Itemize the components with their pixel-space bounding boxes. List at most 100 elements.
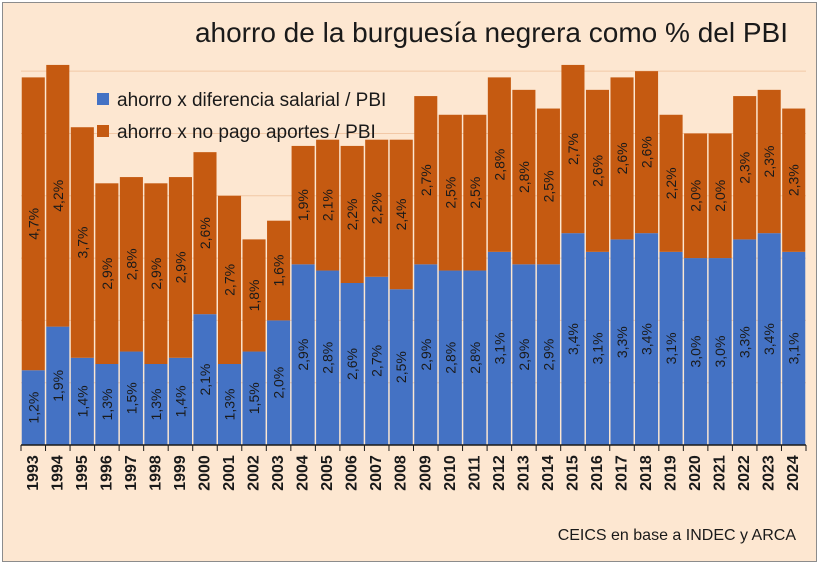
bar-aportes [659,114,683,252]
bar-salarial [70,357,94,445]
bar-salarial [487,251,511,445]
bar-salarial [316,270,340,445]
bar-salarial [365,276,389,445]
x-tick-label: 2000 [196,455,213,491]
bar-aportes [585,89,610,252]
data-label-aportes: 2,3% [761,146,777,178]
data-label-salarial: 1,5% [246,382,262,414]
bar-salarial [757,233,781,445]
data-label-aportes: 2,2% [663,167,679,199]
data-label-salarial: 2,6% [344,348,360,380]
x-tick-label: 2023 [761,455,778,491]
bar-aportes [46,64,70,327]
data-label-salarial: 2,1% [197,364,213,396]
bar-salarial [389,289,413,445]
data-label-salarial: 3,1% [786,332,802,364]
data-label-salarial: 1,3% [222,389,238,421]
data-label-salarial: 3,0% [712,336,728,368]
x-tick-label: 2021 [712,455,729,491]
data-label-aportes: 1,8% [246,280,262,312]
x-tick-label: 2018 [638,455,655,491]
x-tick-label: 2017 [614,455,631,491]
bar-aportes [635,71,659,234]
data-label-aportes: 2,6% [639,136,655,168]
data-label-aportes: 3,7% [74,227,90,259]
bar-aportes [70,127,94,358]
bar-salarial [168,357,192,445]
bar-salarial [267,320,291,445]
data-label-aportes: 4,2% [50,180,66,212]
bar-salarial [242,351,266,445]
bar-aportes [561,64,585,234]
x-tick-label: 2004 [295,455,312,491]
x-tick-label: 2001 [221,455,238,491]
bar-salarial [782,251,806,445]
x-tick-label: 2010 [442,455,459,491]
data-label-salarial: 2,8% [442,342,458,374]
stacked-bar-chart: 1,2% 4,7% 1,9% 4,2% 1,4% 3,7% 1,3% 2,9% 1,5% 2,8%… [20,64,807,491]
bar-aportes [21,77,45,371]
bar-aportes [119,177,143,352]
bar-aportes [291,145,315,265]
data-label-aportes: 2,4% [393,199,409,231]
bar-aportes [536,108,560,265]
data-label-salarial: 2,8% [320,342,336,374]
chart-title: ahorro de la burguesía negrera como % de… [194,17,788,48]
bar-aportes [340,145,364,283]
data-label-aportes: 2,3% [786,164,802,196]
data-label-aportes: 2,6% [614,142,630,174]
data-label-salarial: 3,1% [663,332,679,364]
data-label-salarial: 2,0% [271,367,287,399]
x-axis: 1993 1994 1995 1996 1997 1998 1999 2000 2001 2002… [20,444,807,491]
data-label-salarial: 3,3% [737,326,753,358]
data-label-aportes: 2,5% [442,177,458,209]
bar-salarial [414,264,438,445]
data-label-aportes: 2,0% [688,180,704,212]
bar-aportes [757,89,781,234]
bar-aportes [316,139,340,271]
data-label-aportes: 2,3% [737,152,753,184]
data-label-salarial: 1,2% [25,392,41,424]
bar-salarial [684,258,708,445]
bar-aportes [168,177,192,358]
bar-aportes [414,96,438,265]
bar-salarial [438,270,462,445]
legend-label-salarial: ahorro x diferencia salarial / PBI [117,90,386,111]
x-tick-label: 2007 [368,455,385,491]
x-tick-label: 1993 [25,455,42,491]
bar-salarial [46,326,70,445]
data-label-salarial: 2,8% [467,342,483,374]
bar-aportes [438,114,462,271]
bar-salarial [463,270,487,445]
data-label-aportes: 2,6% [197,217,213,249]
legend-label-aportes: ahorro x no pago aportes / PBI [117,122,376,143]
bar-aportes [708,133,732,259]
data-label-salarial: 3,1% [491,332,507,364]
bar-salarial [21,370,45,445]
legend-swatch-salarial [97,93,109,105]
legend: ahorro x diferencia salarial / PBI ahorr… [97,90,386,143]
x-tick-label: 2008 [393,455,410,491]
x-tick-label: 2011 [466,456,483,491]
data-label-aportes: 1,9% [295,189,311,221]
bar-salarial [536,264,560,445]
data-label-salarial: 1,4% [172,385,188,417]
data-label-salarial: 3,3% [614,326,630,358]
data-label-aportes: 1,6% [271,255,287,287]
bar-aportes [463,114,487,271]
bar-aportes [512,89,536,265]
data-label-salarial: 2,5% [393,351,409,383]
x-tick-label: 1996 [98,455,115,491]
data-label-salarial: 1,5% [123,382,139,414]
x-tick-label: 2014 [540,455,557,491]
bar-aportes [217,195,242,364]
bar-salarial [119,351,143,445]
x-tick-label: 1995 [74,455,91,491]
x-tick-label: 1998 [147,455,164,491]
data-label-aportes: 2,8% [516,161,532,193]
x-tick-label: 2013 [515,455,532,491]
data-label-salarial: 2,7% [369,345,385,377]
x-tick-label: 1999 [172,455,189,491]
bar-salarial [561,233,585,445]
